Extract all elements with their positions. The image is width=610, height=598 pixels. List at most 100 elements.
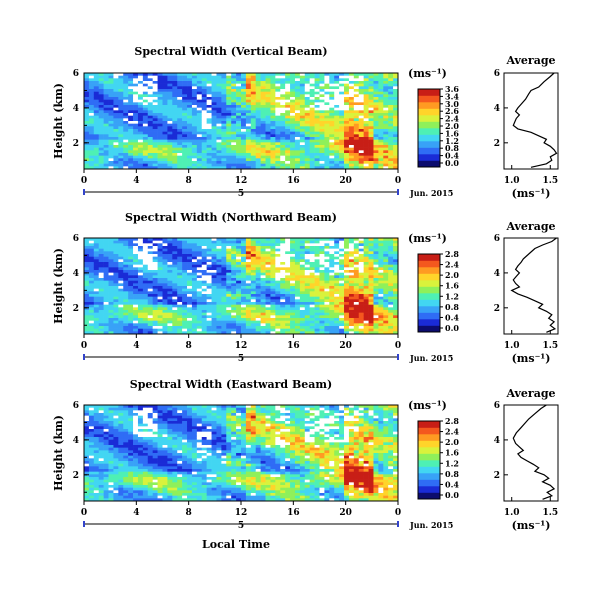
heatmap-cell [196,259,203,263]
heatmap-cell [211,328,217,332]
heatmap-cell [241,278,247,281]
heatmap-cell [344,86,350,90]
heatmap-cell [182,139,188,143]
heatmap-cell [88,240,95,244]
heatmap-cell [84,126,90,130]
heatmap-cell [314,318,320,321]
heatmap-cell [344,283,350,287]
heatmap-cell [319,115,325,119]
heatmap-cell [201,296,207,300]
heatmap-cell [221,110,227,114]
heatmap-cell [241,126,247,130]
heatmap-cell [250,86,257,90]
heatmap-cell [196,97,203,100]
heatmap-cell [157,89,163,92]
heatmap-cell [206,262,212,265]
heatmap-cell [314,129,320,132]
heatmap-cell [299,123,306,127]
heatmap-cell [206,97,212,100]
heatmap-cell [84,259,90,263]
heatmap-cell [373,83,379,87]
heatmap-cell [231,115,237,119]
heatmap-cell [172,145,178,148]
heatmap-cell [88,251,95,255]
heatmap-cell [152,320,158,324]
heatmap-cell [216,161,222,164]
heatmap-cell [334,97,340,100]
heatmap-cell [231,320,237,324]
heatmap-cell [167,97,173,100]
heatmap-cell [93,413,100,416]
heatmap-cell [182,91,188,95]
heatmap-cell [265,113,271,116]
heatmap-cell [128,137,134,140]
heatmap-cell [344,147,350,151]
heatmap-cell [393,251,399,255]
heatmap-cell [280,288,286,292]
heatmap-cell [241,97,247,100]
heatmap-cell [319,291,325,295]
heatmap-cell [393,275,399,279]
heatmap-cell [290,299,296,303]
heatmap-cell [128,328,134,332]
heatmap-cell [260,145,266,148]
heatmap-cell [137,102,144,106]
heatmap-cell [152,155,158,159]
heatmap-cell [285,254,291,257]
heatmap-cell [216,315,222,319]
heatmap-cell [299,115,306,119]
heatmap-cell [250,259,257,263]
heatmap-cell [113,256,119,260]
heatmap-cell [304,328,310,332]
heatmap-cell [157,137,163,140]
heatmap-cell [270,328,276,332]
heatmap-cell [152,315,158,319]
heatmap-cell [324,107,330,111]
heatmap-cell [152,129,158,132]
heatmap-cell [294,243,301,247]
heatmap-cell [260,302,266,305]
heatmap-cell [201,326,207,329]
heatmap-cell [378,264,384,268]
heatmap-cell [113,86,119,90]
heatmap-cell [260,243,266,247]
heatmap-cell [93,453,100,456]
heatmap-cell [275,153,281,156]
heatmap-cell [294,137,301,140]
heatmap-cell [373,166,379,170]
heatmap-cell [118,288,124,292]
heatmap-cell [250,248,257,252]
heatmap-cell [294,153,301,156]
heatmap-cell [241,246,247,249]
heatmap-cell [383,296,389,300]
heatmap-cell [348,256,355,260]
heatmap-cell [329,291,335,295]
heatmap-cell [378,288,384,292]
heatmap-cell [393,299,399,303]
heatmap-cell [88,73,95,76]
heatmap-cell [358,142,364,146]
heatmap-cell [201,118,207,122]
heatmap-cell [304,163,310,167]
heatmap-cell [309,264,315,268]
heatmap-cell [147,310,153,313]
heatmap-cell [304,243,310,247]
heatmap-cell [103,434,109,438]
heatmap-cell [84,166,90,170]
heatmap-cell [231,118,237,122]
heatmap-cell [211,123,217,127]
heatmap-cell [388,320,394,324]
heatmap-cell [93,126,100,130]
heatmap-cell [152,131,158,135]
heatmap-cell [358,145,364,148]
heatmap-cell [123,73,129,76]
heatmap-cell [206,328,212,332]
x-tick-label: 12 [235,341,248,351]
heatmap-cell [182,126,188,130]
heatmap-cell [167,248,173,252]
heatmap-cell [231,137,237,140]
heatmap-cell [348,102,355,106]
heatmap-cell [221,280,227,284]
heatmap-cell [142,131,149,135]
heatmap-cell [255,137,261,140]
